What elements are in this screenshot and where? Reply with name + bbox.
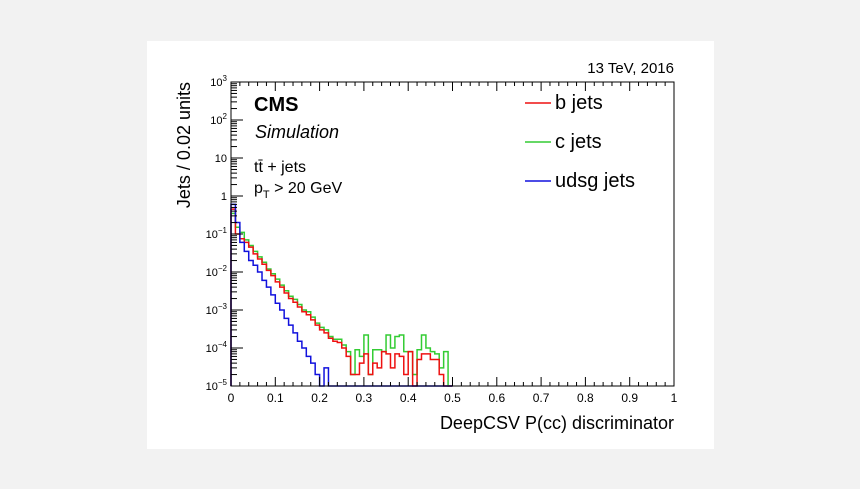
x-tick-label: 0.9: [621, 391, 638, 405]
y-tick-label: 102: [210, 112, 227, 127]
x-tick-label: 0.1: [267, 391, 284, 405]
chart: 13 TeV, 2016 0 0.1 0.2 0.3 0.4 0.5 0.6 0.7 0.8 0.…: [174, 60, 678, 433]
y-tick-label: 10−5: [206, 378, 228, 393]
y-tick-label: 10−1: [206, 226, 228, 241]
x-axis: 0 0.1 0.2 0.3 0.4 0.5 0.6 0.7 0.8 0.9 1: [228, 82, 678, 405]
y-axis-label: Jets / 0.02 units: [174, 82, 194, 208]
histogram-b-jets: [230, 208, 453, 387]
x-tick-label: 0.5: [444, 391, 461, 405]
x-tick-label: 0.2: [311, 391, 328, 405]
y-tick-label: 10−2: [206, 264, 228, 279]
y-tick-label: 10: [215, 153, 227, 165]
legend-label: b jets: [555, 92, 603, 114]
energy-label: 13 TeV, 2016: [587, 60, 674, 77]
x-tick-label: 0.3: [356, 391, 373, 405]
y-tick-label: 10−3: [206, 302, 228, 317]
x-tick-label: 0.7: [533, 391, 550, 405]
y-tick-label: 1: [221, 191, 227, 203]
x-tick-label: 0.8: [577, 391, 594, 405]
pt-threshold: > 20 GeV: [270, 180, 343, 197]
figure-panel: 13 TeV, 2016 0 0.1 0.2 0.3 0.4 0.5 0.6 0.7 0.8 0.…: [147, 41, 714, 449]
x-axis-label: DeepCSV P(cc) discriminator: [440, 413, 674, 433]
y-tick-label: 103: [210, 74, 227, 89]
pt-symbol: p: [254, 180, 263, 197]
x-tick-label: 1: [671, 391, 678, 405]
legend: b jets c jets udsg jets: [525, 92, 635, 192]
plot-content: [230, 203, 453, 387]
legend-label: udsg jets: [555, 170, 635, 192]
simulation-label: Simulation: [255, 122, 339, 142]
experiment-label: CMS: [254, 94, 298, 116]
x-tick-label: 0.4: [400, 391, 417, 405]
y-tick-label: 10−4: [206, 340, 228, 355]
x-tick-label: 0.6: [488, 391, 505, 405]
process-label: tt̄ + jets: [254, 159, 306, 176]
pt-cut-label: pT > 20 GeV: [254, 180, 342, 201]
pt-subscript: T: [263, 189, 270, 201]
x-tick-label: 0: [228, 391, 235, 405]
legend-label: c jets: [555, 131, 602, 153]
